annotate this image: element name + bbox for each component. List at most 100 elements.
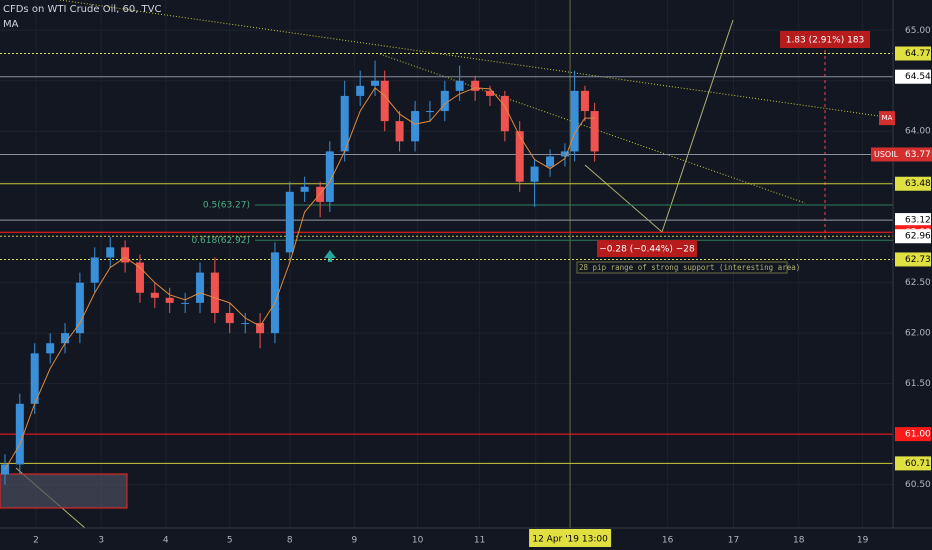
candle-body [500, 95, 509, 132]
x-tick-label: 8 [287, 536, 293, 546]
x-tick-label: 5 [227, 536, 233, 546]
candle-body [371, 80, 380, 86]
ma-tag-label: MA [882, 114, 893, 122]
measure-label: 1.83 (2.91%) 183 [786, 36, 865, 46]
candle-body [485, 90, 494, 96]
candle-body [106, 247, 115, 258]
candle-body [580, 90, 589, 112]
candle-body [455, 80, 464, 91]
y-tick-label: 64.00 [905, 127, 931, 137]
candle-body [61, 333, 70, 344]
candle-body [30, 353, 39, 404]
candle-body [270, 252, 279, 334]
candle-body [300, 186, 309, 192]
x-tick-label: 17 [728, 536, 739, 546]
candle-body [395, 121, 404, 142]
candle-body [560, 151, 569, 157]
candle-body [356, 85, 365, 96]
arrow [661, 19, 734, 233]
price-tag-label: 63.12 [905, 216, 931, 226]
candle-body [46, 343, 55, 354]
candle-body [121, 247, 130, 263]
price-lines: 0.5(63.27) 0.618(62.92) [0, 53, 893, 464]
price-tag-label: 64.54 [905, 72, 931, 82]
y-tick-label: 61.50 [905, 379, 931, 389]
candle-body [135, 262, 144, 293]
measure-box [597, 240, 697, 257]
price-tag [895, 213, 931, 228]
price-tag-label: 64.77 [905, 49, 931, 59]
x-tick-label: 9 [352, 536, 358, 546]
x-tick-label: 11 [474, 536, 485, 546]
ma-tag [879, 111, 895, 126]
y-tick-label: 62.50 [905, 278, 931, 288]
candle-body [225, 312, 234, 324]
last-price-tag [871, 147, 932, 162]
crosshair-box [529, 529, 612, 547]
chart-title: CFDs on WTI Crude Oil, 60, TVC [3, 4, 162, 15]
measure-box [780, 31, 870, 48]
ma-line [4, 87, 595, 470]
x-tick-label: 3 [98, 536, 104, 546]
candle-body [440, 90, 449, 112]
x-tick-label: 10 [412, 536, 424, 546]
fib-label: 0.5(63.27) [203, 200, 250, 210]
candle-body [325, 151, 334, 202]
y-tick-label: 65.00 [905, 26, 931, 36]
note: 28 pip range of strong support (interest… [579, 263, 800, 272]
candle-body [210, 272, 219, 313]
price-tag-label: 61.00 [905, 430, 931, 440]
measure-label: −0.28 (−0.44%) −28 [599, 245, 695, 255]
price-tag [895, 456, 931, 471]
candle-body [590, 111, 599, 152]
candle-body [340, 95, 349, 152]
candle-body [15, 403, 24, 465]
price-tag-label: 62.96 [905, 232, 931, 242]
candle-body [241, 323, 250, 325]
price-tag-label: 63.48 [905, 179, 931, 189]
y-tick-label: 60.50 [905, 480, 931, 490]
symbol-label: USOIL [874, 150, 899, 159]
price-tag [895, 229, 931, 244]
price-tag [895, 176, 931, 191]
x-tick-label: 4 [163, 536, 169, 546]
x-tick-label: 19 [857, 536, 869, 546]
up-arrow [324, 250, 336, 262]
candle-body [471, 80, 480, 91]
candle-body [530, 166, 539, 182]
price-tag-label: 60.71 [905, 459, 931, 469]
price-tag [895, 46, 931, 61]
candle-body [570, 90, 579, 152]
candle-body [196, 272, 205, 303]
note-box [576, 261, 788, 274]
candle-body [181, 302, 190, 304]
x-tick-label: 2 [33, 536, 39, 546]
x-tick-label: 16 [662, 536, 674, 546]
indicator-label: MA [3, 19, 19, 30]
candle-body [411, 111, 420, 142]
price-tag-label: 62.73 [905, 255, 931, 265]
candle-body [165, 297, 174, 303]
candle-body [256, 323, 265, 334]
price-tag [895, 427, 931, 442]
y-tick-label: 62.00 [905, 329, 931, 339]
price-tag [895, 69, 931, 84]
fib-label: 0.618(62.92) [191, 236, 250, 246]
arrow [584, 164, 663, 233]
candle-body [150, 292, 159, 298]
trendline [59, 0, 894, 119]
price-tag [895, 252, 931, 267]
candle-body [285, 191, 294, 253]
plot [0, 60, 599, 485]
last-price-label: 63.77 [905, 150, 931, 160]
x-tick-label: 18 [793, 536, 805, 546]
candle-body [75, 282, 84, 334]
candle-body [380, 80, 389, 122]
zone-box [0, 473, 128, 509]
axis-labels: 60.5061.0061.5062.0062.5063.0063.5064.00… [33, 26, 932, 547]
candle-body [90, 257, 99, 283]
candle-body [546, 156, 555, 167]
candle-body [515, 131, 524, 182]
grid [0, 0, 893, 528]
